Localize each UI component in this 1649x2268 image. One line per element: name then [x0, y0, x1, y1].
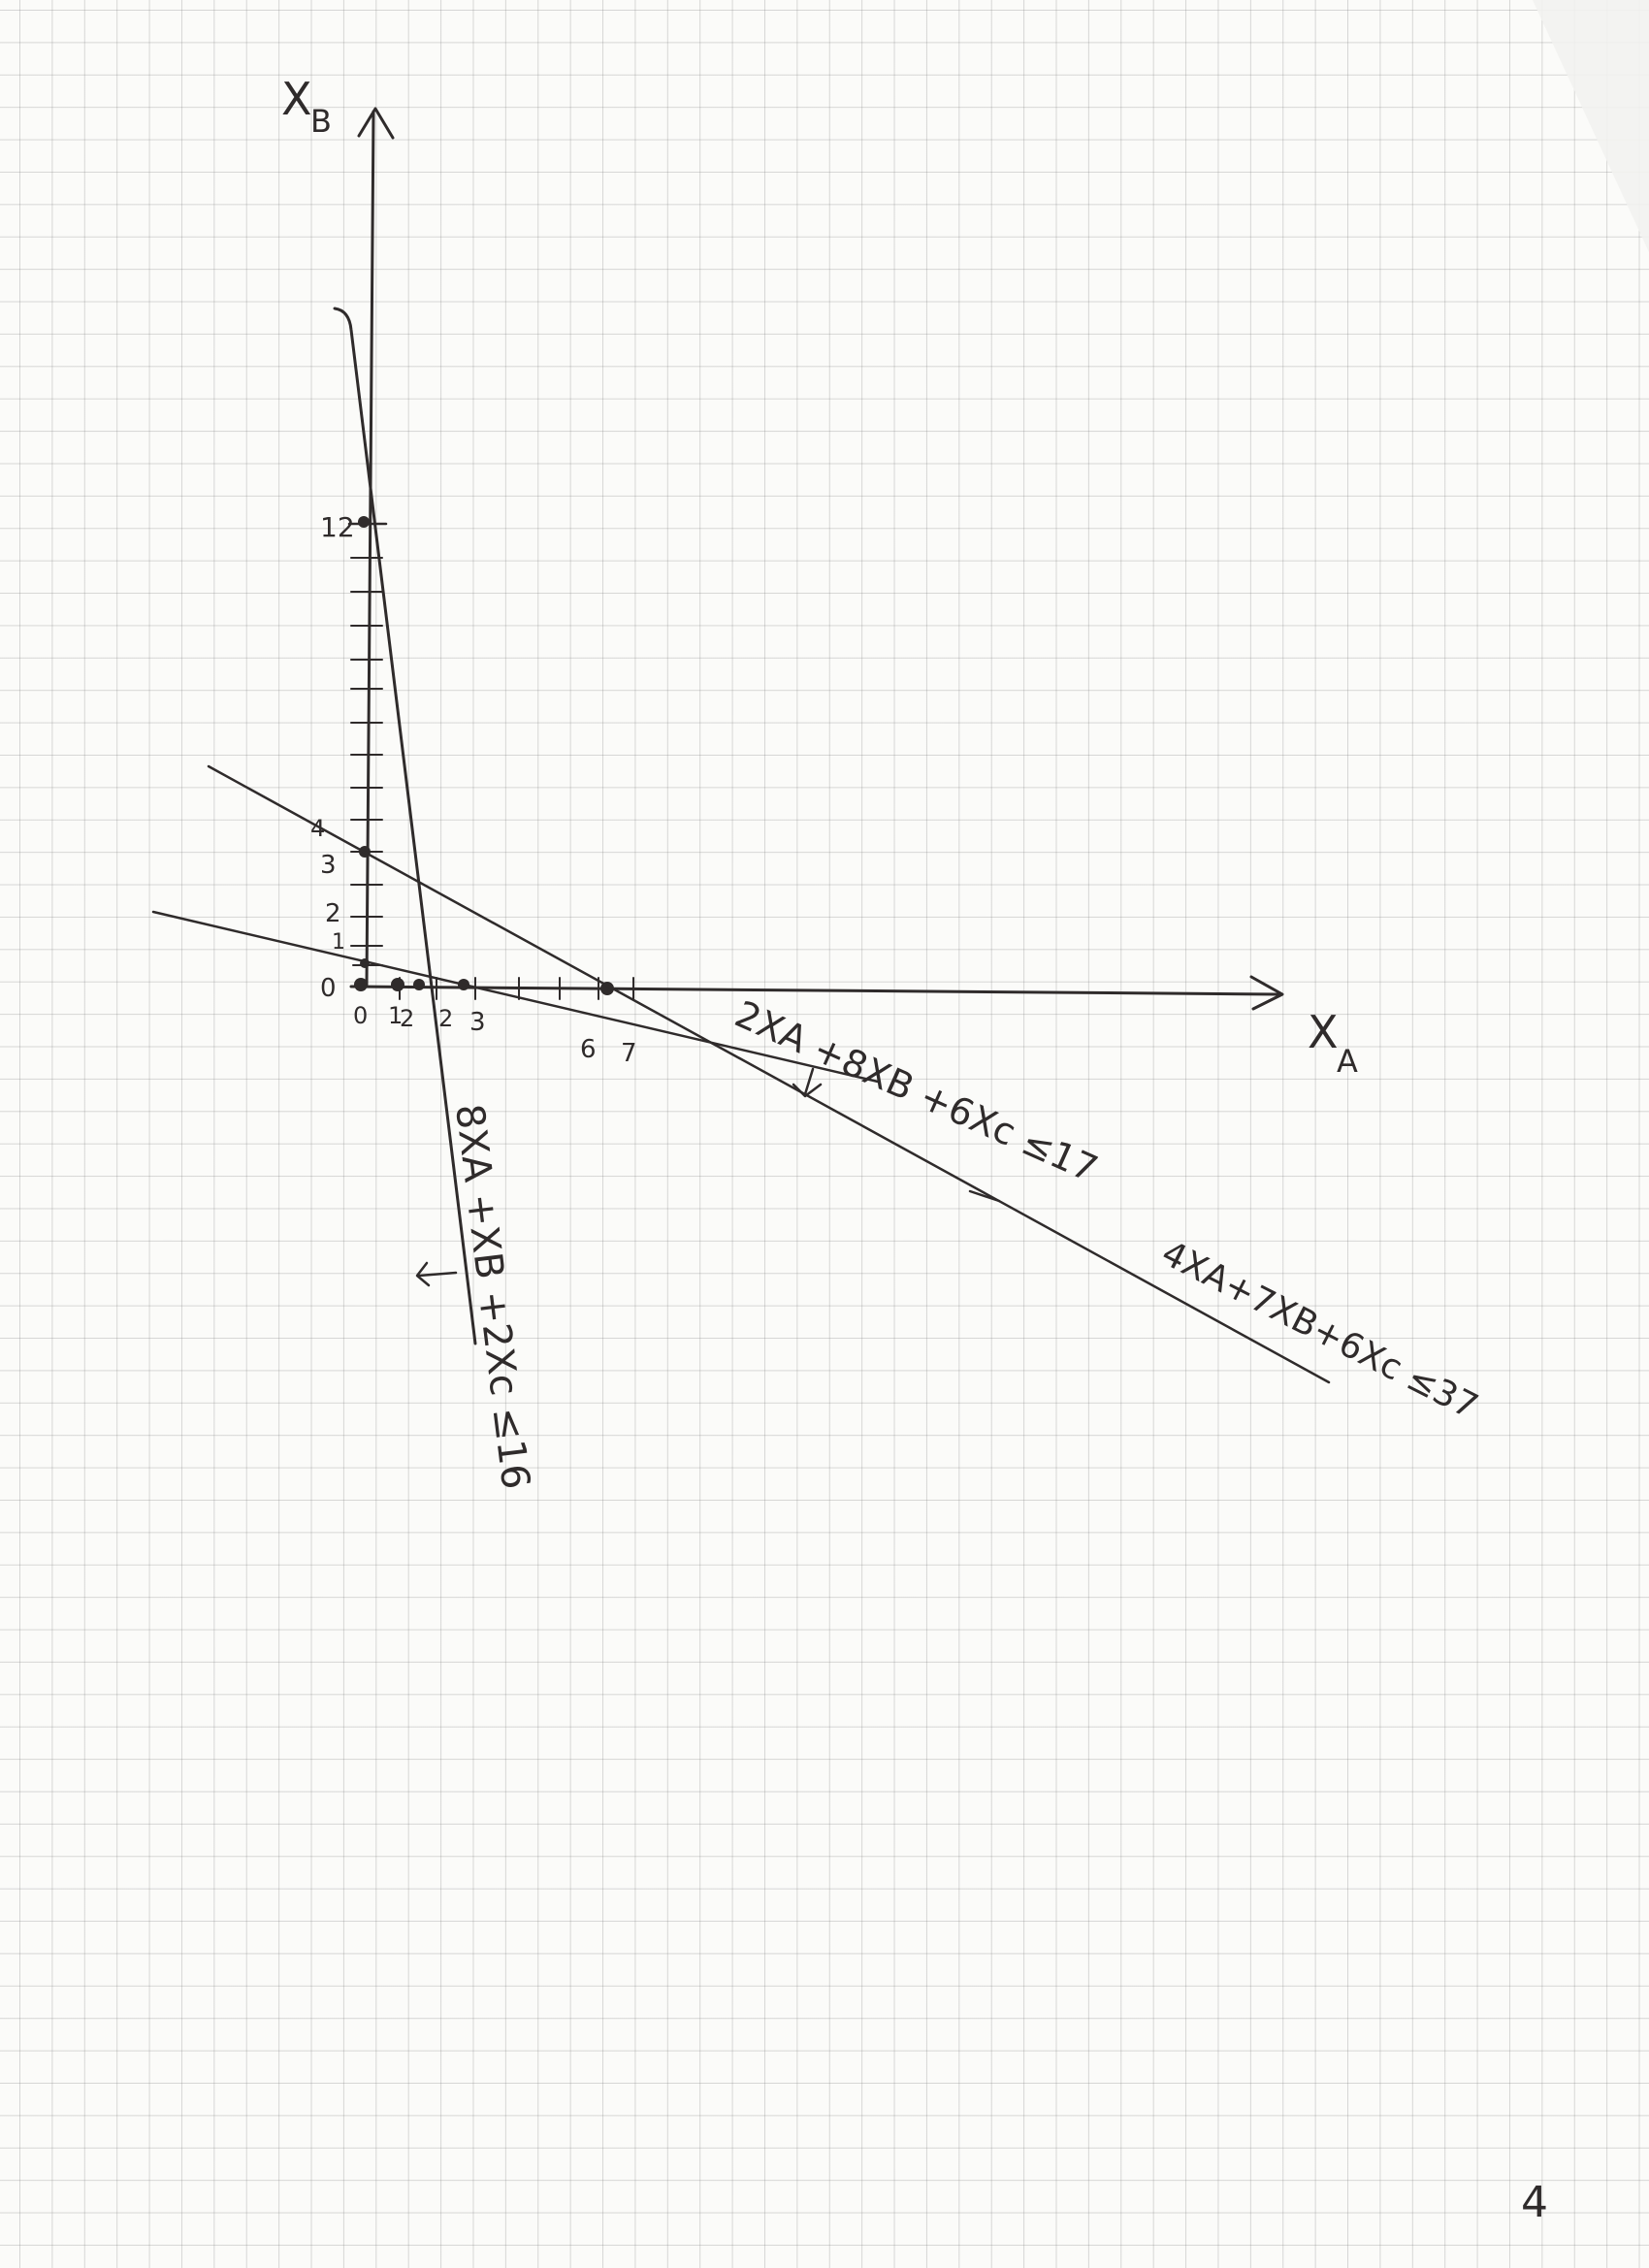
x-tick-labels: 0 1 2 2 3 6 7 [353, 1002, 637, 1068]
arrow-c1-direction [415, 1261, 458, 1287]
y-tick-label-3: 3 [320, 851, 337, 880]
x-axis-label: X A [1308, 1006, 1358, 1080]
constraint-line-1 [333, 307, 477, 1345]
point-x6 [600, 982, 614, 995]
point-x2a [413, 979, 425, 990]
y-tick-label-1: 1 [332, 930, 345, 955]
folded-corner [1533, 0, 1649, 252]
y-axis-arrowhead [357, 107, 395, 140]
y-axis-label: X B [281, 73, 332, 140]
arrow-c2-direction [792, 1067, 823, 1098]
x-tick-label-0: 0 [353, 1002, 368, 1029]
constraint-line-3 [207, 764, 1331, 1384]
constraint-line-2 [151, 910, 880, 1084]
x-tick-label-2a: 2 [400, 1005, 414, 1032]
x-tick-label-1: 1 [388, 1002, 403, 1029]
y-tick-label-4: 4 [310, 815, 325, 842]
x-axis-arrowhead [1249, 975, 1284, 1011]
constraint-label-1: 8XA +XB +2Xc ≤16 [446, 1102, 537, 1492]
svg-text:X: X [1308, 1006, 1339, 1058]
point-x1 [391, 978, 404, 991]
point-y12 [358, 516, 370, 528]
x-tick-label-2b: 2 [438, 1005, 453, 1032]
x-axis [349, 985, 1280, 996]
svg-text:X: X [281, 73, 312, 125]
marked-points [354, 516, 614, 995]
y-tick-label-12: 12 [320, 511, 355, 543]
page-number: 4 [1521, 2178, 1548, 2227]
arrow-c3-direction [968, 1189, 1001, 1203]
y-tick-label-2: 2 [325, 899, 341, 928]
y-tick-labels: 12 4 3 2 1 0 [310, 511, 355, 1003]
svg-text:B: B [310, 103, 332, 140]
y-tick-label-0: 0 [320, 974, 337, 1003]
constraint-label-3: 4XA+7XB+6Xc ≤37 [1155, 1233, 1484, 1427]
x-tick-label-3: 3 [469, 1008, 486, 1037]
point-origin [354, 978, 368, 991]
svg-text:A: A [1337, 1043, 1358, 1080]
constraint-label-2: 2XA +8XB +6Xc ≤17 [728, 992, 1104, 1190]
x-tick-label-6: 6 [580, 1035, 597, 1064]
x-tick-label-7: 7 [621, 1039, 637, 1068]
y-axis [365, 110, 375, 987]
